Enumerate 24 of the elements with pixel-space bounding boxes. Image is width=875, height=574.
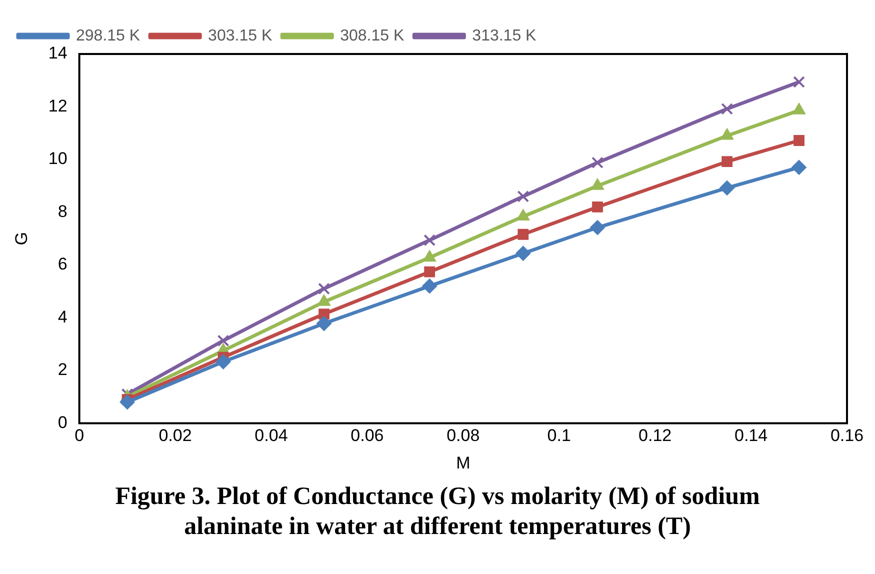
y-axis-title: G (12, 232, 31, 246)
x-tick-label: 0.16 (830, 426, 864, 446)
x-axis-title: M (456, 453, 470, 472)
text: Figure 3. Plot of Conductance (G) vs molarity (M) of sodium alaninate in water at different temperatures (T) (114, 482, 761, 542)
y-tick-label: 6 (58, 254, 68, 274)
y-tick-label: 14 (48, 44, 68, 63)
y-tick-label: 2 (58, 360, 68, 380)
x-tick-label: 0.12 (638, 426, 672, 446)
x-tick-label: 0.02 (158, 426, 192, 446)
x-tick-label: 0.06 (350, 426, 384, 446)
x-tick-label: 0.04 (254, 426, 288, 446)
y-tick-label: 12 (48, 96, 68, 116)
legend-label: 303.15 K (208, 27, 272, 44)
legend-label: 298.15 K (76, 27, 140, 44)
y-tick-label: 8 (58, 202, 68, 221)
x-tick-label: 0 (74, 426, 84, 446)
x-tick-label: 0.14 (734, 426, 768, 446)
legend-label: 308.15 K (340, 27, 404, 44)
y-tick-label: 4 (58, 307, 68, 326)
x-tick-label: 0.08 (446, 426, 480, 446)
y-tick-label: 0 (58, 412, 68, 432)
y-tick-label: 10 (48, 149, 68, 168)
legend-label: 313.15 K (472, 27, 537, 44)
x-tick-label: 0.1 (547, 426, 571, 446)
